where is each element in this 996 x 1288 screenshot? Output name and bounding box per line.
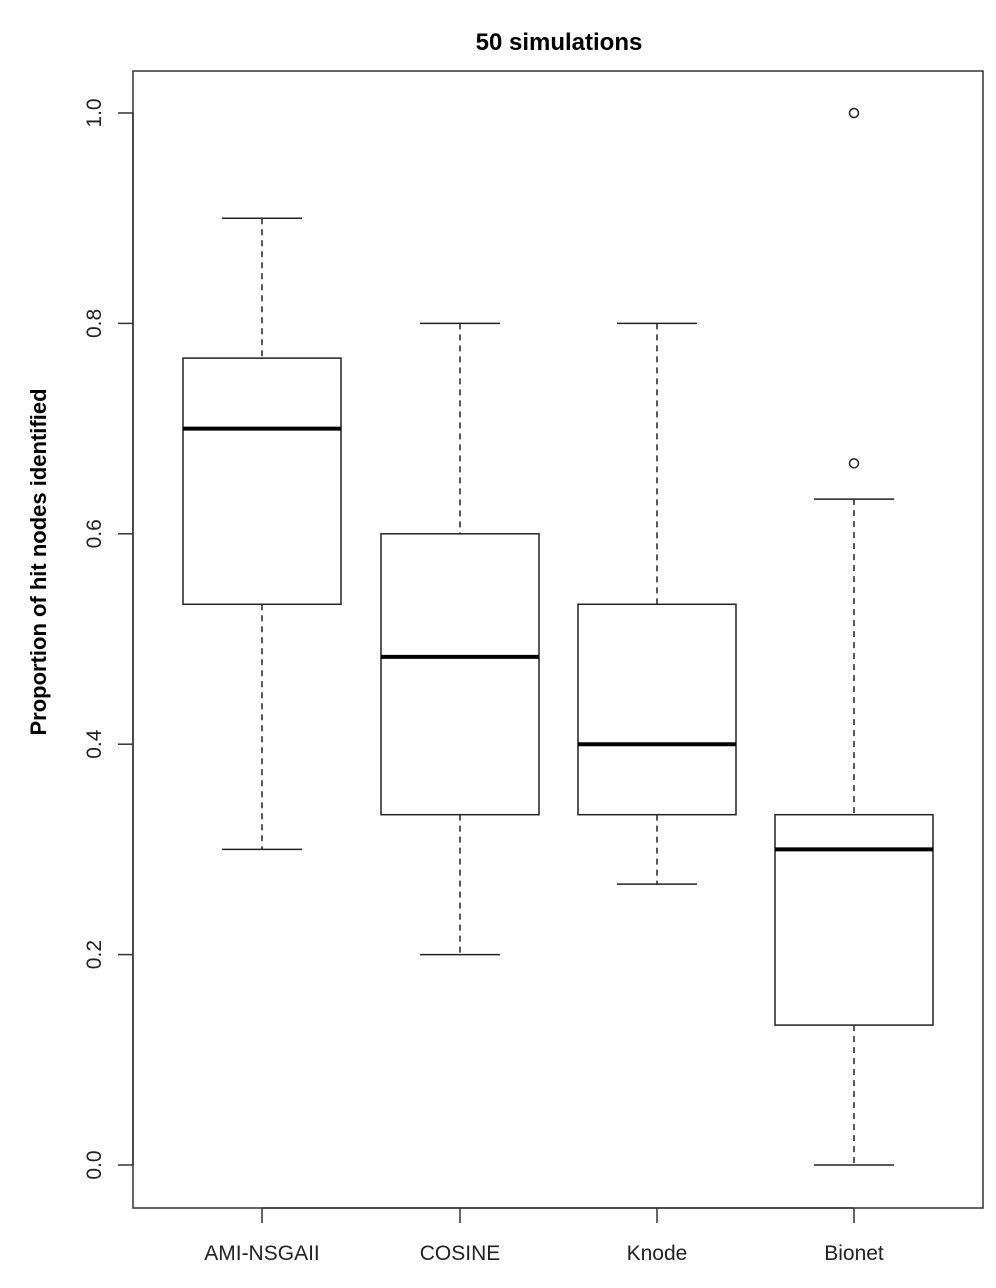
iqr-box bbox=[182, 357, 342, 606]
x-tick-label: Bionet bbox=[824, 1242, 884, 1265]
y-tick-label: 1.0 bbox=[83, 98, 106, 127]
chart-title: 50 simulations bbox=[476, 29, 643, 56]
outlier-point bbox=[848, 458, 860, 469]
box-knode bbox=[577, 322, 737, 885]
y-tick-label: 0.4 bbox=[83, 729, 106, 759]
x-tick-label: COSINE bbox=[420, 1242, 501, 1265]
iqr-box bbox=[380, 533, 540, 816]
y-tick-label: 0.8 bbox=[83, 309, 106, 338]
box-bionet bbox=[774, 107, 934, 1166]
y-tick-label: 0.2 bbox=[83, 940, 106, 969]
box-ami-nsgaii bbox=[182, 217, 342, 851]
outlier-point bbox=[848, 107, 860, 119]
x-tick-label: AMI-NSGAII bbox=[204, 1242, 320, 1265]
y-tick-label: 0.0 bbox=[83, 1150, 106, 1179]
y-tick-label: 0.6 bbox=[83, 519, 106, 548]
x-axis: AMI-NSGAII COSINE Knode Bionet bbox=[204, 1207, 884, 1265]
box-cosine bbox=[380, 322, 540, 956]
iqr-box bbox=[774, 813, 934, 1026]
plot-frame bbox=[132, 70, 984, 1209]
boxes-group bbox=[182, 107, 934, 1166]
iqr-box bbox=[577, 603, 737, 816]
y-axis: 0.0 0.2 0.4 0.6 0.8 1.0 bbox=[83, 98, 134, 1180]
x-tick-label: Knode bbox=[627, 1242, 688, 1265]
y-axis-label: Proportion of hit nodes identified bbox=[26, 388, 51, 735]
